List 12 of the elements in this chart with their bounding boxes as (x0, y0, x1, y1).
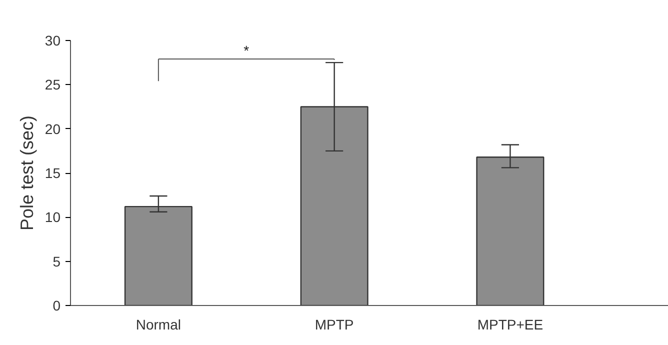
annotation: * (244, 42, 250, 59)
y-axis-title: Pole test (sec) (16, 115, 37, 231)
y-tick-label: 5 (52, 253, 61, 270)
y-tick-label: 0 (52, 298, 61, 314)
x-tick-label: MPTP+EE (477, 316, 544, 332)
y-tick-label: 25 (44, 76, 61, 93)
x-tick-label: Normal (136, 316, 182, 332)
y-tick-label: 10 (44, 209, 61, 226)
x-tick-label: MPTP (314, 316, 354, 332)
y-tick-label: 15 (44, 165, 61, 181)
y-tick-label: 30 (44, 32, 61, 48)
y-tick-label: 20 (44, 120, 61, 137)
